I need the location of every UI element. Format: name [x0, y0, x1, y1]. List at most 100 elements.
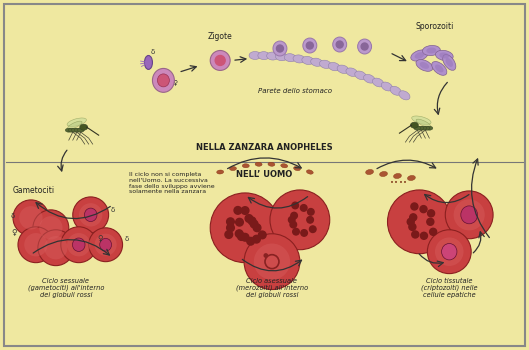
Ellipse shape	[440, 52, 449, 58]
Ellipse shape	[412, 231, 419, 238]
Ellipse shape	[210, 193, 280, 262]
Ellipse shape	[291, 212, 297, 219]
Ellipse shape	[372, 78, 384, 87]
Ellipse shape	[226, 224, 234, 232]
Ellipse shape	[380, 172, 387, 176]
Ellipse shape	[427, 210, 435, 217]
Ellipse shape	[99, 238, 112, 251]
Ellipse shape	[226, 218, 234, 225]
Text: δ: δ	[150, 49, 154, 56]
Text: Parete dello stomaco: Parete dello stomaco	[258, 88, 332, 95]
Ellipse shape	[288, 217, 295, 223]
Ellipse shape	[241, 207, 249, 215]
Ellipse shape	[39, 216, 62, 239]
Ellipse shape	[416, 60, 433, 71]
Ellipse shape	[67, 233, 90, 257]
Ellipse shape	[267, 52, 279, 60]
Ellipse shape	[268, 162, 275, 166]
Text: Il ciclo non si completa
nell'Uomo. La successiva
fase dello sviluppo avviene
so: Il ciclo non si completa nell'Uomo. La s…	[129, 172, 214, 194]
Ellipse shape	[250, 220, 258, 228]
Text: Sporozoiti: Sporozoiti	[415, 22, 453, 30]
Ellipse shape	[442, 244, 457, 260]
Ellipse shape	[235, 230, 243, 238]
Text: NELLA ZANZARA ANOPHELES: NELLA ZANZARA ANOPHELES	[196, 143, 332, 152]
Ellipse shape	[249, 51, 261, 60]
Ellipse shape	[419, 62, 429, 69]
Ellipse shape	[414, 126, 421, 130]
Ellipse shape	[238, 233, 245, 240]
Text: δ: δ	[11, 213, 15, 219]
Ellipse shape	[270, 190, 330, 250]
Ellipse shape	[421, 232, 427, 239]
Ellipse shape	[435, 237, 463, 266]
Ellipse shape	[44, 236, 68, 259]
Ellipse shape	[461, 206, 478, 224]
Ellipse shape	[333, 37, 346, 52]
Ellipse shape	[253, 224, 261, 232]
Ellipse shape	[416, 119, 431, 127]
Ellipse shape	[24, 233, 48, 257]
Ellipse shape	[95, 234, 116, 256]
Ellipse shape	[235, 218, 243, 226]
Ellipse shape	[247, 237, 254, 245]
Ellipse shape	[435, 64, 444, 72]
Ellipse shape	[89, 228, 123, 262]
Ellipse shape	[329, 63, 340, 71]
Ellipse shape	[430, 228, 436, 235]
Ellipse shape	[79, 203, 102, 226]
Ellipse shape	[67, 118, 86, 126]
Ellipse shape	[366, 169, 373, 175]
Ellipse shape	[273, 41, 287, 56]
Ellipse shape	[300, 205, 307, 211]
Ellipse shape	[259, 231, 266, 239]
Ellipse shape	[422, 46, 440, 56]
Ellipse shape	[85, 208, 97, 222]
Ellipse shape	[225, 231, 233, 238]
Ellipse shape	[445, 191, 493, 239]
Ellipse shape	[18, 227, 54, 262]
Ellipse shape	[399, 91, 410, 100]
Ellipse shape	[244, 234, 300, 289]
Ellipse shape	[388, 190, 451, 254]
Ellipse shape	[435, 50, 453, 61]
Ellipse shape	[255, 162, 262, 166]
Ellipse shape	[19, 206, 42, 230]
Ellipse shape	[426, 126, 433, 130]
Ellipse shape	[363, 75, 375, 83]
Ellipse shape	[72, 238, 85, 251]
Ellipse shape	[302, 56, 314, 64]
Ellipse shape	[248, 217, 256, 225]
Ellipse shape	[411, 50, 428, 61]
Ellipse shape	[294, 167, 300, 171]
Ellipse shape	[281, 164, 288, 168]
Ellipse shape	[412, 116, 431, 125]
Ellipse shape	[346, 68, 358, 76]
Ellipse shape	[427, 230, 471, 274]
Ellipse shape	[68, 121, 82, 129]
Ellipse shape	[306, 170, 313, 174]
Ellipse shape	[411, 203, 418, 210]
Text: δ: δ	[124, 236, 129, 242]
Ellipse shape	[77, 128, 84, 132]
Ellipse shape	[390, 86, 401, 95]
Ellipse shape	[394, 174, 402, 178]
Text: Gametociti: Gametociti	[13, 186, 55, 195]
Ellipse shape	[358, 39, 371, 54]
Ellipse shape	[71, 128, 78, 132]
Ellipse shape	[254, 244, 290, 280]
Ellipse shape	[217, 170, 224, 174]
Ellipse shape	[38, 230, 74, 266]
Text: ♀: ♀	[11, 228, 16, 237]
Ellipse shape	[13, 200, 49, 236]
Ellipse shape	[258, 52, 270, 60]
Ellipse shape	[74, 128, 81, 132]
Ellipse shape	[277, 45, 284, 52]
Ellipse shape	[152, 68, 175, 92]
Ellipse shape	[432, 62, 447, 75]
Text: ♀: ♀	[98, 234, 103, 243]
Text: Ciclo tissutale
(criptozoiti) nelle
cellule epatiche: Ciclo tissutale (criptozoiti) nelle cell…	[421, 278, 478, 298]
Ellipse shape	[61, 227, 97, 262]
Ellipse shape	[336, 41, 343, 48]
Ellipse shape	[292, 202, 298, 209]
Ellipse shape	[415, 52, 424, 59]
